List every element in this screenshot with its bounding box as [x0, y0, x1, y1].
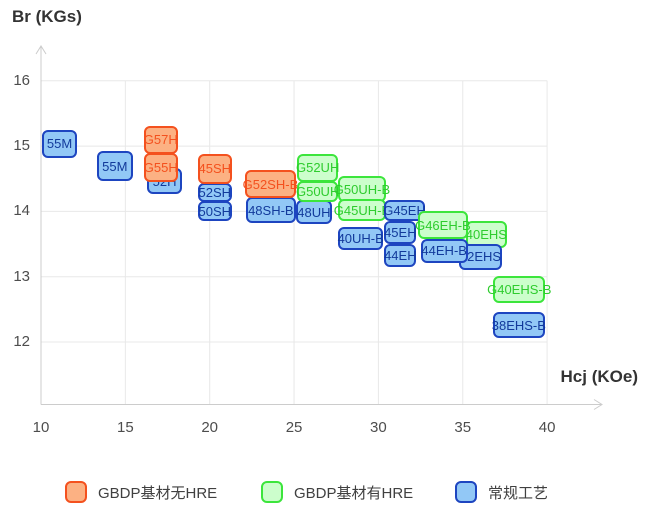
x-tick-20: 20: [201, 419, 219, 436]
legend-item-gbdp-no-hre[interactable]: GBDP基材无HRE: [65, 481, 217, 503]
grade-box-G46EH-B[interactable]: G46EH-B: [415, 211, 471, 239]
legend-swatch-orange-icon: [65, 481, 87, 503]
grade-box-55M[interactable]: 55M: [96, 150, 133, 182]
x-tick-30: 30: [370, 419, 387, 436]
grade-box-45EH[interactable]: 45EH: [384, 221, 417, 245]
grade-box-G52UH[interactable]: G52UH: [296, 153, 339, 182]
grade-box-40EHS[interactable]: 40EHS: [466, 221, 507, 248]
grade-box-G40EHS-B[interactable]: G40EHS-B: [487, 276, 551, 304]
grade-box-G57H[interactable]: G57H: [144, 125, 178, 154]
legend-swatch-blue-icon: [455, 481, 477, 503]
x-tick-35: 35: [454, 419, 472, 436]
grade-box-38EHS-B[interactable]: 38EHS-B: [492, 311, 546, 339]
legend-swatch-green-icon: [261, 481, 283, 503]
legend-label: GBDP基材有HRE: [294, 484, 414, 502]
x-tick-15: 15: [117, 419, 134, 436]
grade-box-44EH[interactable]: 44EH: [384, 244, 417, 267]
x-tick-10: 10: [32, 419, 50, 436]
grade-box-48UH[interactable]: 48UH: [295, 200, 332, 224]
x-axis-arrow-icon: [593, 399, 603, 410]
grade-box-48SH-B[interactable]: 48SH-B: [245, 197, 296, 224]
grade-box-55M[interactable]: 55M: [41, 129, 78, 158]
grade-box-44EH-B[interactable]: 44EH-B: [420, 238, 468, 263]
grade-box-G52SH-B[interactable]: G52SH-B: [243, 170, 298, 199]
grade-box-45SH[interactable]: 45SH: [197, 153, 232, 184]
grade-box-52SH[interactable]: 52SH: [197, 183, 232, 203]
legend-label: 常规工艺: [488, 484, 549, 502]
y-tick-13: 13: [13, 267, 30, 285]
grade-box-G50UH-B[interactable]: G50UH-B: [334, 176, 390, 203]
y-tick-16: 16: [13, 71, 30, 89]
y-axis-title: Br (KGs): [12, 7, 82, 26]
legend-label: GBDP基材无HRE: [98, 484, 218, 502]
grade-box-G45EH[interactable]: G45EH: [383, 200, 426, 222]
x-tick-25: 25: [285, 419, 303, 436]
grade-box-40UH-B[interactable]: 40UH-B: [338, 227, 384, 250]
x-tick-40: 40: [538, 419, 556, 436]
legend-item-gbdp-hre[interactable]: GBDP基材有HRE: [261, 481, 413, 503]
y-axis-arrow-icon: [35, 45, 47, 55]
grade-box-50SH[interactable]: 50SH: [197, 200, 232, 222]
y-tick-15: 15: [13, 137, 30, 155]
y-tick-14: 14: [13, 202, 30, 220]
grade-box-G55H[interactable]: G55H: [144, 153, 178, 182]
grade-box-G45UH-B[interactable]: G45UH-B: [334, 198, 390, 222]
y-tick-12: 12: [13, 333, 30, 350]
legend: GBDP基材无HRE GBDP基材有HRE 常规工艺: [0, 481, 645, 507]
grade-box-G50UH[interactable]: G50UH: [296, 181, 339, 203]
legend-item-conventional[interactable]: 常规工艺: [455, 481, 548, 503]
x-axis-title: Hcj (KOe): [560, 367, 638, 386]
